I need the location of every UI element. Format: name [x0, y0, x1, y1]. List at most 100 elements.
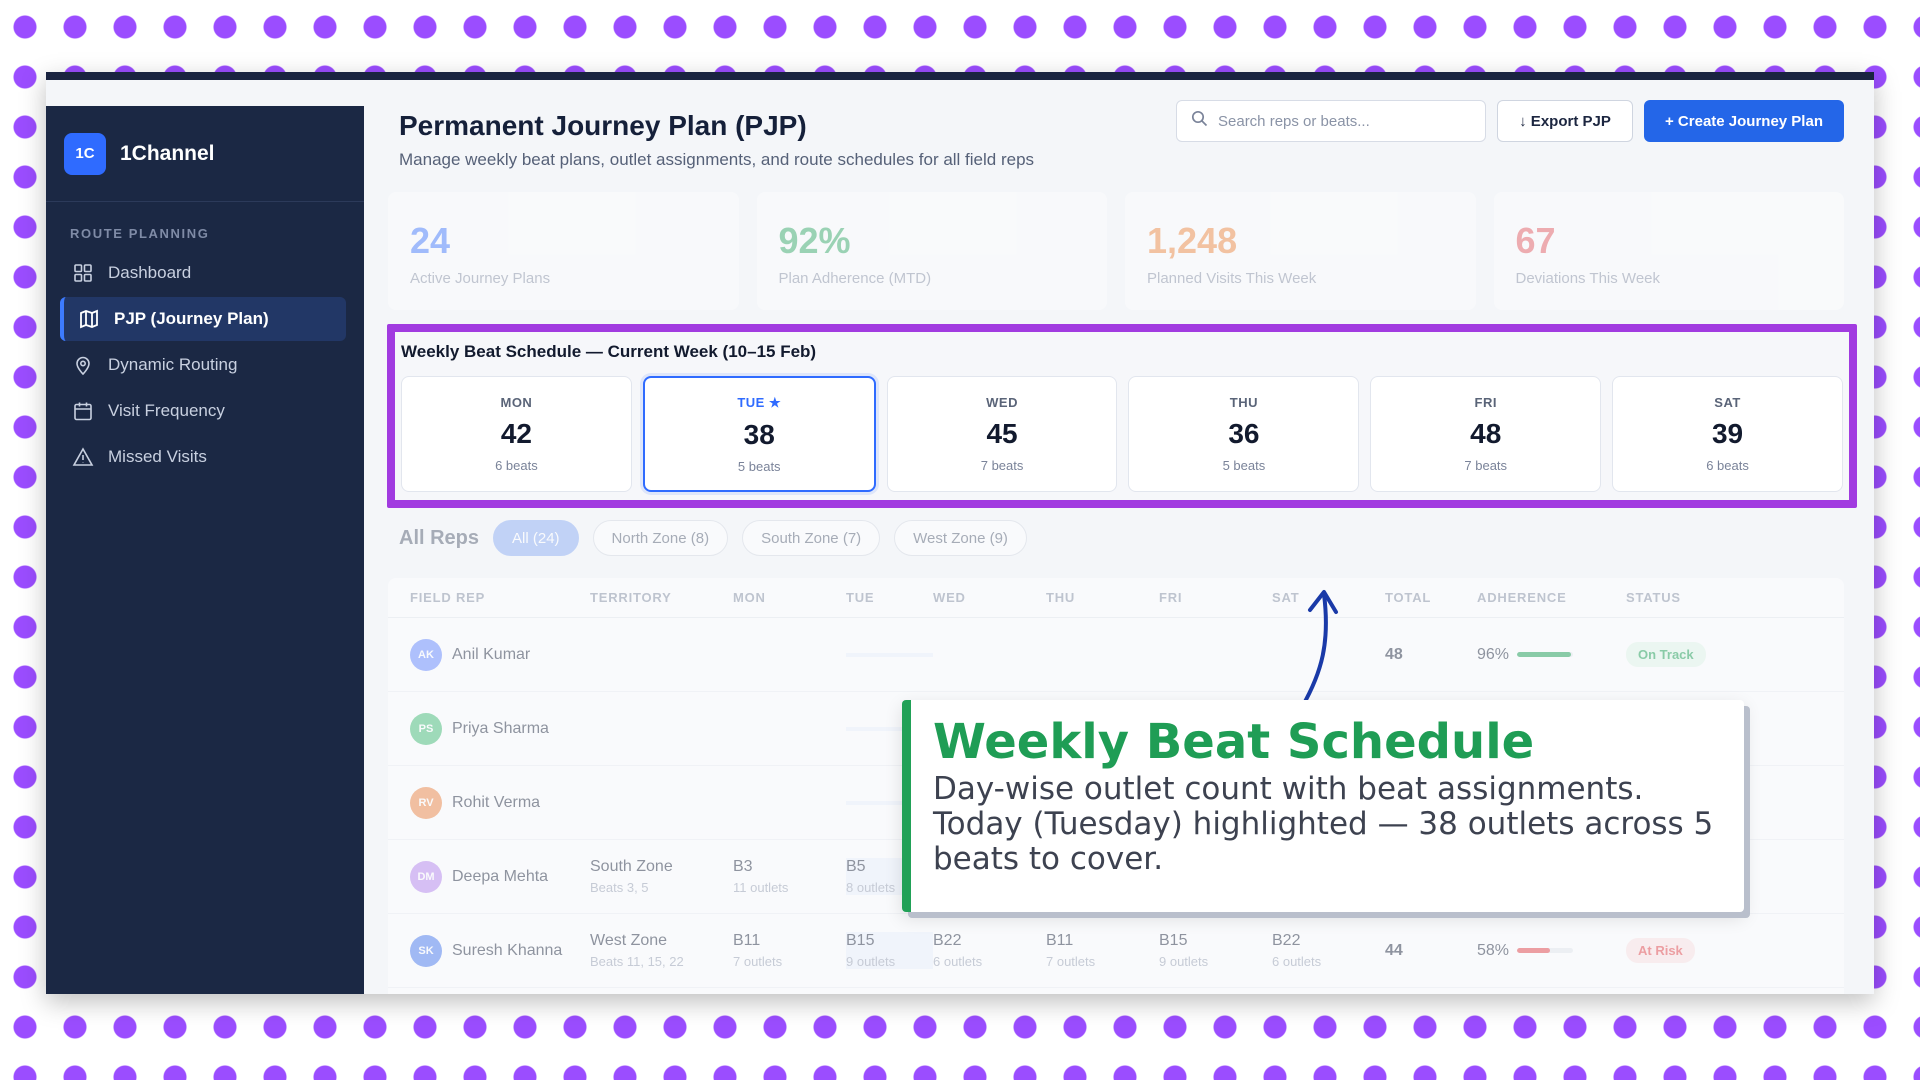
sidebar-item-visit-frequency[interactable]: Visit Frequency: [60, 389, 346, 433]
avatar: PS: [410, 712, 442, 745]
day-name: SAT: [1714, 395, 1741, 410]
rep-name: Anil Kumar: [452, 645, 531, 663]
grid-icon: [72, 262, 94, 284]
table-row[interactable]: AK Anil Kumar 48 96% On Track: [388, 618, 1844, 692]
nav-section-heading: ROUTE PLANNING: [70, 226, 210, 241]
adherence-bar: [1517, 948, 1574, 953]
day-card-sat[interactable]: SAT 39 6 beats: [1612, 376, 1843, 492]
stat-value: 67: [1515, 220, 1556, 261]
rep-name: Suresh Khanna: [452, 941, 563, 959]
day-card-thu[interactable]: THU 36 5 beats: [1128, 376, 1360, 492]
stat-label: Planned Visits This Week: [1147, 270, 1317, 287]
search-box[interactable]: [1176, 100, 1486, 142]
page-title: Permanent Journey Plan (PJP): [399, 110, 807, 141]
day-cell[interactable]: B22 6 outlets: [1272, 932, 1385, 969]
territory-cell: [590, 727, 733, 731]
status-cell: At Risk: [1626, 938, 1844, 963]
sidebar-item-missed-visits[interactable]: Missed Visits: [60, 435, 346, 479]
day-card-wed[interactable]: WED 45 7 beats: [886, 376, 1118, 492]
day-card-tue[interactable]: TUE ★ 38 5 beats: [642, 376, 876, 492]
outlet-count: 6 outlets: [933, 954, 983, 969]
main-content: Permanent Journey Plan (PJP) Manage week…: [364, 80, 1874, 994]
day-name: WED: [986, 395, 1018, 410]
column-header[interactable]: WED: [933, 590, 966, 605]
day-cell[interactable]: B15 9 outlets: [1159, 932, 1272, 969]
filter-chip-south-zone[interactable]: South Zone (7): [742, 520, 881, 556]
weekly-beat-schedule: Weekly Beat Schedule — Current Week (10–…: [387, 324, 1857, 508]
adherence-bar-fill: [1517, 652, 1571, 657]
outlet-count: 9 outlets: [846, 954, 896, 969]
day-card-mon[interactable]: MON 42 6 beats: [401, 376, 632, 492]
day-beats: 7 beats: [980, 458, 1024, 473]
export-pjp-button[interactable]: ↓ Export PJP: [1497, 100, 1633, 142]
adherence-cell: 58%: [1477, 942, 1626, 960]
filter-chip-west-zone[interactable]: West Zone (9): [894, 520, 1027, 556]
column-header[interactable]: SAT: [1272, 590, 1300, 605]
sidebar-item-label: Dashboard: [108, 263, 192, 282]
callout-annotation: Weekly Beat Schedule Day-wise outlet cou…: [902, 700, 1744, 912]
column-header[interactable]: ADHERENCE: [1477, 590, 1567, 605]
create-journey-plan-button[interactable]: + Create Journey Plan: [1644, 100, 1844, 142]
day-cell[interactable]: B15 9 outlets: [846, 932, 933, 969]
column-header[interactable]: THU: [1046, 590, 1076, 605]
avatar: AK: [410, 638, 442, 671]
stat-value: 1,248: [1147, 220, 1238, 261]
adherence-cell: 96%: [1477, 646, 1626, 664]
column-header[interactable]: TUE: [846, 590, 875, 605]
sidebar-item-label: Missed Visits: [108, 447, 207, 466]
column-header[interactable]: STATUS: [1626, 590, 1681, 605]
day-cell[interactable]: [733, 727, 846, 731]
column-header[interactable]: TOTAL: [1385, 590, 1432, 605]
rep-cell: RV Rohit Verma: [388, 786, 590, 819]
rep-name: Priya Sharma: [452, 719, 549, 737]
territory-cell: West Zone Beats 11, 15, 22: [590, 932, 733, 969]
day-cell[interactable]: [733, 653, 846, 657]
outlet-count: 7 outlets: [733, 954, 783, 969]
day-name: TUE ★: [737, 394, 782, 410]
day-outlet-count: 39: [1711, 418, 1744, 449]
filter-chip-all[interactable]: All (24): [493, 520, 579, 556]
territory-beats: Beats 11, 15, 22: [590, 954, 684, 969]
table-row[interactable]: SK Suresh Khanna West Zone Beats 11, 15, 22…: [388, 914, 1844, 988]
stat-card-planned-visits: 1,248 Planned Visits This Week: [1125, 192, 1476, 310]
callout-title: Weekly Beat Schedule: [933, 714, 1535, 770]
brand[interactable]: 1C 1Channel: [46, 106, 364, 202]
alert-triangle-icon: [72, 446, 94, 468]
day-cell[interactable]: B11 7 outlets: [1046, 932, 1159, 969]
day-cell[interactable]: [933, 653, 1046, 657]
day-beats: 7 beats: [1464, 458, 1508, 473]
sidebar-item-dashboard[interactable]: Dashboard: [60, 251, 346, 295]
day-cell[interactable]: [1159, 653, 1272, 657]
column-header[interactable]: TERRITORY: [590, 590, 672, 605]
filter-chip-north-zone[interactable]: North Zone (8): [592, 520, 729, 556]
pointer-arrow: [1300, 590, 1338, 709]
beat-code: B15: [1159, 932, 1188, 949]
day-cell[interactable]: [846, 800, 933, 805]
adherence-bar: [1517, 652, 1574, 657]
stat-card-active-plans: 24 Active Journey Plans: [388, 192, 739, 310]
day-cell[interactable]: B11 7 outlets: [733, 932, 846, 969]
filters-label: All Reps: [399, 526, 480, 549]
day-cell[interactable]: B22 6 outlets: [933, 932, 1046, 969]
day-outlet-count: 36: [1228, 418, 1260, 449]
column-header[interactable]: MON: [733, 590, 766, 605]
rep-cell: AK Anil Kumar: [388, 638, 590, 671]
table-body: AK Anil Kumar 48 96% On Track PS Priya Sharma 4…: [388, 618, 1844, 988]
day-cell[interactable]: B3 11 outlets: [733, 858, 846, 895]
day-cell[interactable]: [846, 652, 933, 657]
day-cell[interactable]: [1046, 653, 1159, 657]
search-input[interactable]: [1218, 112, 1468, 130]
rep-name: Rohit Verma: [452, 793, 541, 811]
day-cell[interactable]: [733, 801, 846, 805]
outlet-count: 8 outlets: [846, 880, 896, 895]
rep-name: Deepa Mehta: [452, 867, 549, 885]
sidebar-item-dynamic-routing[interactable]: Dynamic Routing: [60, 343, 346, 387]
sidebar-item-pjp[interactable]: PJP (Journey Plan): [60, 297, 346, 341]
status-badge: On Track: [1626, 642, 1706, 667]
stat-card-deviations: 67 Deviations This Week: [1493, 192, 1844, 310]
day-card-fri[interactable]: FRI 48 7 beats: [1370, 376, 1602, 492]
day-cell[interactable]: [846, 726, 933, 731]
column-header[interactable]: FIELD REP: [410, 590, 486, 605]
column-header[interactable]: FRI: [1159, 590, 1183, 605]
beat-code: B22: [1272, 932, 1301, 949]
